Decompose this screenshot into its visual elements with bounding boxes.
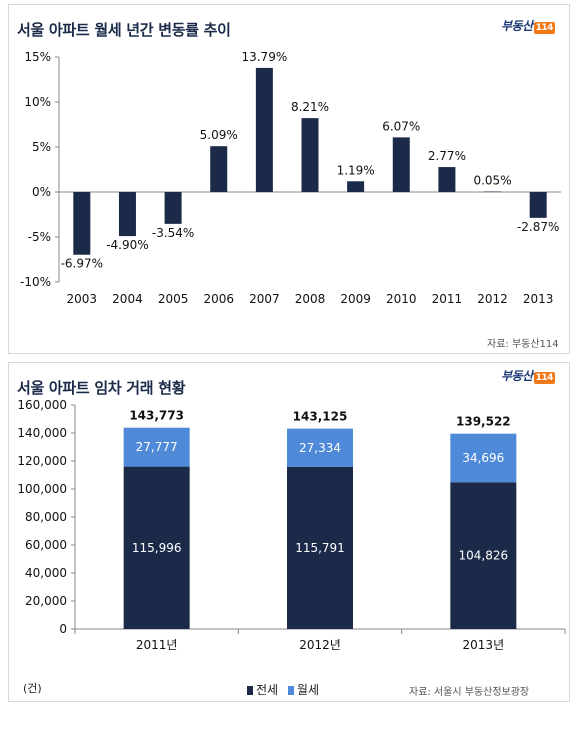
data-label: -3.54%: [152, 226, 194, 240]
x-tick-label: 2013년: [463, 638, 505, 652]
data-label: 34,696: [462, 451, 504, 465]
chart-title: 서울 아파트 임차 거래 현황: [17, 379, 186, 397]
bar-segment: [450, 433, 517, 483]
lease-transactions-chart: 160,000 140,000 120,000 100,000 80,000 60,000…: [17, 398, 566, 652]
x-tick-label: 2006: [203, 292, 234, 306]
bar: [484, 191, 502, 193]
y-tick-label: 15%: [24, 50, 51, 64]
brand-logo: 부동산 114: [501, 369, 555, 384]
bar: [255, 67, 273, 192]
y-tick-label: 160,000: [17, 398, 67, 412]
bar: [438, 167, 456, 192]
x-tick-label: 2012년: [299, 638, 341, 652]
y-tick-label: 10%: [24, 95, 51, 109]
data-label: 13.79%: [241, 50, 287, 64]
y-tick-label: 0: [59, 622, 67, 636]
data-label: 104,826: [459, 549, 509, 563]
source-note: 자료: 서울시 부동산정보광장: [409, 687, 530, 698]
y-tick-label: -10%: [20, 275, 51, 289]
data-label: 27,777: [136, 440, 178, 454]
legend-swatch: [287, 686, 294, 695]
bar-segment: [287, 428, 353, 467]
y-tick-label: 80,000: [25, 510, 67, 524]
total-label: 143,125: [293, 410, 348, 424]
y-tick-label: 40,000: [25, 566, 67, 580]
data-label: -4.90%: [106, 238, 148, 252]
rent-change-chart: 15% 10% 5% 0% -5% -10% -6.97% 2003 -4.90% 2004 -3.…: [20, 50, 561, 306]
y-tick-label: -5%: [28, 230, 51, 244]
bar-segment: [450, 482, 517, 629]
bar: [118, 192, 136, 237]
x-tick-label: 2009: [340, 292, 371, 306]
bar-segment: [123, 427, 190, 467]
bar: [73, 192, 91, 255]
total-label: 139,522: [456, 415, 511, 429]
source-note: 자료: 부동산114: [487, 339, 559, 350]
legend-item-wolse: 월세: [287, 683, 319, 697]
y-tick-label: 140,000: [17, 426, 67, 440]
legend-item-jeonse: 전세: [247, 683, 278, 697]
bar: [347, 181, 365, 192]
y-tick-label: 100,000: [17, 482, 67, 496]
x-tick-label: 2007: [249, 292, 280, 306]
data-label: 6.07%: [382, 119, 420, 133]
bar: [392, 137, 410, 192]
x-tick-label: 2013: [523, 292, 554, 306]
bar: [529, 192, 547, 218]
y-tick-label: 5%: [32, 140, 51, 154]
x-tick-label: 2003: [67, 292, 98, 306]
y-tick-label: 60,000: [25, 538, 67, 552]
bar-segment: [123, 466, 190, 629]
data-label: 0.05%: [473, 174, 511, 188]
brand-logo: 부동산 114: [501, 19, 555, 34]
data-label: -6.97%: [61, 257, 103, 271]
x-tick-label: 2011: [432, 292, 463, 306]
data-label: 27,334: [299, 441, 341, 455]
bar: [210, 146, 228, 192]
lease-transactions-chart-panel: 서울 아파트 임차 거래 현황 부동산 114 160,000 140,000 120…: [8, 362, 570, 702]
data-label: -2.87%: [517, 220, 559, 234]
bar: [164, 192, 182, 224]
data-label: 115,791: [295, 541, 345, 555]
data-label: 8.21%: [291, 100, 329, 114]
y-tick-label: 120,000: [17, 454, 67, 468]
unit-label: (건): [23, 682, 42, 695]
x-tick-label: 2010: [386, 292, 417, 306]
total-label: 143,773: [129, 409, 184, 423]
legend-swatch: [247, 686, 253, 695]
data-label: 2.77%: [428, 149, 466, 163]
y-tick-label: 0%: [32, 185, 51, 199]
legend: 전세 월세: [247, 681, 319, 698]
rent-change-chart-panel: 서울 아파트 월세 년간 변동률 추이 부동산 114 15% 10% 5% 0% -5%…: [8, 4, 570, 354]
bar: [301, 118, 319, 192]
chart-title: 서울 아파트 월세 년간 변동률 추이: [17, 21, 231, 39]
data-label: 115,996: [132, 541, 182, 555]
bar-segment: [287, 466, 353, 629]
x-tick-label: 2004: [112, 292, 143, 306]
x-tick-label: 2005: [158, 292, 189, 306]
x-tick-label: 2011년: [136, 638, 178, 652]
data-label: 1.19%: [337, 163, 375, 177]
data-label: 5.09%: [200, 128, 238, 142]
x-tick-label: 2008: [295, 292, 326, 306]
y-tick-label: 20,000: [25, 594, 67, 608]
x-tick-label: 2012: [477, 292, 508, 306]
